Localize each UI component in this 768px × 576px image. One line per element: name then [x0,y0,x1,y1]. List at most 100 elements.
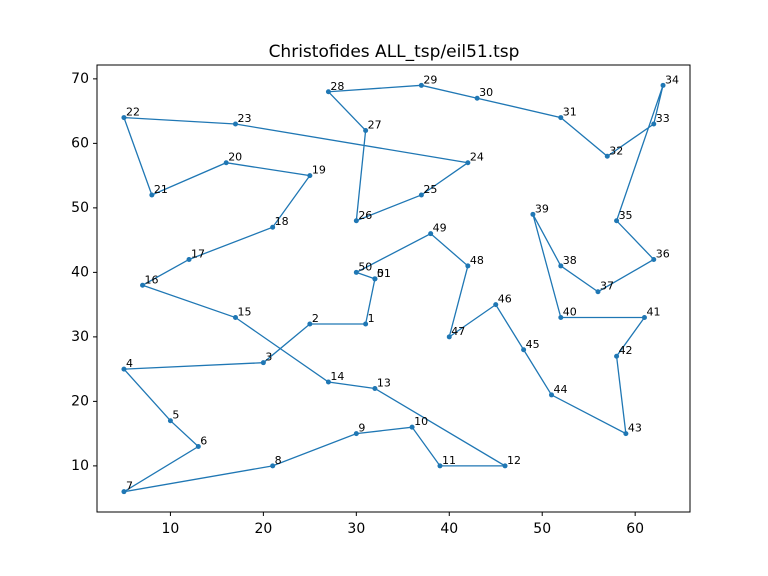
point [614,218,620,224]
point-label: 24 [470,151,484,164]
y-tick-label: 40 [71,264,89,280]
point-label: 17 [191,247,205,260]
point [121,115,127,121]
point [641,315,647,321]
point-label: 32 [609,144,623,157]
point [307,321,313,327]
point [437,463,443,469]
point [604,153,610,159]
point-label: 21 [154,183,168,196]
point-label: 45 [526,338,540,351]
point [149,192,155,198]
point [446,334,452,340]
point-label: 47 [451,325,465,338]
point-label: 20 [228,151,242,164]
point-label: 0 [377,267,384,280]
point-label: 36 [656,247,670,260]
point [307,173,313,179]
point-label: 31 [563,106,577,119]
y-tick-label: 70 [71,71,89,87]
x-tick-label: 30 [347,521,365,537]
point [195,444,201,450]
point-label: 8 [275,454,282,467]
point-label: 25 [423,183,437,196]
point [651,121,657,127]
point [502,463,508,469]
y-tick-label: 50 [71,200,89,216]
point [614,353,620,359]
point-label: 5 [172,409,179,422]
point-label: 42 [619,344,633,357]
x-tick-label: 20 [254,521,272,537]
point [465,263,471,269]
point-label: 29 [423,73,437,86]
point [651,256,657,262]
point [595,289,601,295]
point-label: 16 [145,273,159,286]
y-tick-label: 30 [71,329,89,345]
point [325,379,331,385]
plot-frame [96,64,691,513]
point-label: 46 [498,293,512,306]
point [660,82,666,88]
point-label: 35 [619,209,633,222]
point [353,218,359,224]
point [223,160,229,166]
point-label: 51 [377,267,391,280]
point-label: 22 [126,106,140,119]
point [121,489,127,495]
point-label: 18 [275,215,289,228]
x-tick-label: 60 [626,521,644,537]
point [140,282,146,288]
point-label: 48 [470,254,484,267]
point-label: 10 [414,415,428,428]
point-label: 49 [433,222,447,235]
point-label: 39 [535,202,549,215]
point [493,302,499,308]
point-label: 13 [377,376,391,389]
point [530,211,536,217]
point [558,315,564,321]
point-label: 27 [368,118,382,131]
point-label: 41 [646,306,660,319]
point-label: 38 [563,254,577,267]
point [409,424,415,430]
point-label: 12 [507,454,521,467]
point-label: 26 [358,209,372,222]
x-tick-label: 10 [162,521,180,537]
point [465,160,471,166]
y-tick-label: 10 [71,458,89,474]
point-label: 34 [665,73,679,86]
point-label: 1 [368,312,375,325]
point [167,418,173,424]
point-label: 7 [126,480,133,493]
point [372,385,378,391]
x-tick-label: 50 [533,521,551,537]
point-label: 28 [330,80,344,93]
point-label: 50 [358,260,372,273]
point [232,315,238,321]
point-label: 30 [479,86,493,99]
point-label: 2 [312,312,319,325]
point-label: 9 [358,422,365,435]
point [474,95,480,101]
y-tick-label: 20 [71,393,89,409]
point [325,89,331,95]
point-label: 43 [628,422,642,435]
point-label: 4 [126,357,133,370]
point-label: 44 [554,383,568,396]
point-label: 6 [200,435,207,448]
point [418,192,424,198]
point-label: 37 [600,280,614,293]
point-label: 40 [563,306,577,319]
y-tick-label: 60 [71,135,89,151]
point [353,431,359,437]
point [121,366,127,372]
point-label: 11 [442,454,456,467]
tour-line [122,84,664,493]
point [270,463,276,469]
point-label: 23 [237,112,251,125]
point [428,231,434,237]
point [549,392,555,398]
